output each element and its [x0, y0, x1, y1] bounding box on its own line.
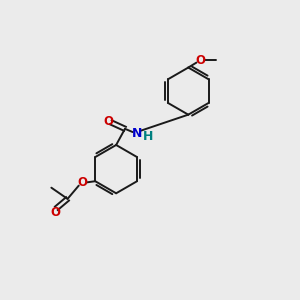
Text: O: O [78, 176, 88, 189]
Text: O: O [50, 206, 60, 219]
Text: N: N [132, 127, 142, 140]
Text: O: O [103, 115, 113, 128]
Text: O: O [196, 54, 206, 67]
Text: H: H [143, 130, 154, 143]
